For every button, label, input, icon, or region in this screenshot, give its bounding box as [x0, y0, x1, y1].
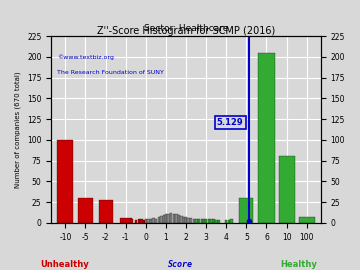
Bar [170, 213, 172, 223]
Text: The Research Foundation of SUNY: The Research Foundation of SUNY [57, 70, 163, 75]
Text: Sector: Healthcare: Sector: Healthcare [144, 23, 228, 32]
Text: Score: Score [167, 260, 193, 269]
Bar [185, 217, 187, 223]
Bar [163, 215, 165, 223]
Bar [208, 219, 210, 223]
Text: ©www.textbiz.org: ©www.textbiz.org [57, 54, 113, 60]
Bar [155, 219, 157, 223]
Text: Unhealthy: Unhealthy [40, 260, 89, 269]
Bar [183, 217, 185, 223]
Bar [190, 218, 193, 223]
Text: 5.129: 5.129 [217, 118, 243, 127]
Bar [120, 218, 132, 223]
Bar [258, 53, 275, 223]
Bar [130, 220, 133, 223]
Bar [230, 220, 233, 223]
Bar [175, 214, 177, 223]
Bar [198, 219, 200, 223]
Title: Z''-Score Histogram for SCMP (2016): Z''-Score Histogram for SCMP (2016) [97, 26, 275, 36]
Bar [225, 220, 228, 223]
Bar [147, 219, 150, 223]
Bar [218, 220, 220, 223]
Bar [180, 216, 183, 223]
Bar [239, 198, 253, 223]
Bar [279, 156, 294, 223]
Bar [165, 214, 167, 223]
Bar [57, 140, 73, 223]
Bar [138, 219, 140, 223]
Bar [78, 198, 93, 223]
Bar [140, 220, 143, 223]
Bar [205, 220, 207, 223]
Bar [210, 220, 212, 223]
Text: Healthy: Healthy [280, 260, 317, 269]
Bar [160, 216, 163, 223]
Bar [203, 220, 205, 223]
Bar [143, 220, 145, 223]
Bar [150, 220, 152, 223]
Bar [152, 218, 155, 223]
Bar [228, 220, 230, 223]
Bar [215, 220, 218, 223]
Bar [135, 220, 137, 223]
Bar [167, 214, 170, 223]
Bar [193, 219, 195, 223]
Bar [188, 218, 190, 223]
Bar [195, 219, 198, 223]
Bar [201, 220, 203, 223]
Y-axis label: Number of companies (670 total): Number of companies (670 total) [15, 71, 22, 188]
Bar [99, 200, 113, 223]
Bar [172, 214, 175, 223]
Bar [145, 220, 147, 223]
Bar [158, 217, 160, 223]
Bar [213, 220, 215, 223]
Bar [299, 217, 315, 223]
Bar [178, 215, 180, 223]
